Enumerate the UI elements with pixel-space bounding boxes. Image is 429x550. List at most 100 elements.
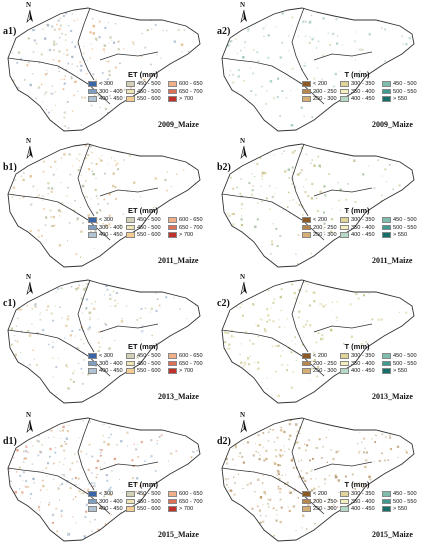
legend-item: 600 - 650 xyxy=(168,81,208,87)
legend-item: > 700 xyxy=(168,96,208,102)
legend-label: 250 - 300 xyxy=(313,506,337,512)
legend-item: 600 - 650 xyxy=(168,353,208,359)
legend-item: < 300 xyxy=(88,217,126,223)
panel-label: c1) xyxy=(3,298,16,309)
subbasin-boundary xyxy=(221,57,273,67)
subbasin-boundary xyxy=(291,417,373,491)
legend-label: 450 - 500 xyxy=(137,217,161,223)
legend-swatch xyxy=(88,96,97,102)
legend-item: 550 - 600 xyxy=(126,368,168,374)
legend-item: 550 - 600 xyxy=(126,96,168,102)
legend-label: 550 - 600 xyxy=(137,368,161,374)
north-label: N xyxy=(240,137,246,145)
legend-item: > 550 xyxy=(382,506,422,512)
legend-label: 650 - 700 xyxy=(179,224,203,231)
legend-swatch xyxy=(168,368,177,374)
legend-label: 400 - 450 xyxy=(99,96,123,102)
legend-title: ET (mm) xyxy=(128,480,158,489)
legend-item: 300 - 350 xyxy=(340,81,382,87)
legend-label: 300 - 400 xyxy=(99,360,123,367)
legend-swatch xyxy=(382,498,391,505)
legend-label: 200 - 250 xyxy=(313,498,337,505)
basin-outline xyxy=(7,143,201,268)
legend-item: > 700 xyxy=(168,506,208,512)
panel-caption: 2011_Maize xyxy=(158,256,199,265)
legend-items: < 300 450 - 500 600 - 650 300 - 400 450 - 50… xyxy=(88,81,210,102)
north-arrow-icon: N xyxy=(24,273,36,298)
legend-items: < 300 450 - 500 600 - 650 300 - 400 450 - 50… xyxy=(88,217,210,238)
legend-swatch xyxy=(168,81,177,87)
legend-swatch xyxy=(340,232,349,238)
map-legend: T (mm) < 200 300 - 350 450 - 500 200 - 250 3… xyxy=(302,206,424,238)
legend-label: 450 - 500 xyxy=(137,224,161,231)
map-panel-c1: N c1) ET (mm) < 300 450 - 500 600 - 650 300… xyxy=(0,272,210,406)
legend-swatch xyxy=(88,506,97,512)
legend-item: 450 - 500 xyxy=(126,81,168,87)
legend-swatch xyxy=(302,498,311,505)
legend-item: 550 - 600 xyxy=(126,506,168,512)
legend-swatch xyxy=(302,368,311,374)
legend-item: > 550 xyxy=(382,96,422,102)
legend-label: > 550 xyxy=(393,232,408,238)
subbasin-boundary xyxy=(221,467,273,477)
legend-label: < 200 xyxy=(313,217,328,223)
legend-label: > 700 xyxy=(179,368,194,374)
basin-outline xyxy=(7,417,201,542)
legend-swatch xyxy=(382,224,391,231)
legend-item: 350 - 400 xyxy=(340,361,382,367)
legend-swatch xyxy=(382,217,391,223)
legend-swatch xyxy=(126,506,135,512)
legend-item: 450 - 500 xyxy=(126,499,168,505)
legend-label: < 200 xyxy=(313,353,328,359)
legend-item: 450 - 500 xyxy=(126,225,168,231)
legend-item: 200 - 250 xyxy=(302,361,340,367)
north-label: N xyxy=(26,273,32,281)
legend-label: 300 - 400 xyxy=(99,88,123,95)
subbasin-boundary xyxy=(271,337,325,377)
legend-swatch xyxy=(340,498,349,505)
legend-item: < 300 xyxy=(88,353,126,359)
legend-label: 600 - 650 xyxy=(179,491,203,497)
legend-swatch xyxy=(382,506,391,512)
subbasin-boundary xyxy=(77,417,159,491)
legend-item: 400 - 450 xyxy=(340,96,382,102)
panel-caption: 2011_Maize xyxy=(372,256,413,265)
panel-caption: 2013_Maize xyxy=(158,392,199,401)
legend-item: 650 - 700 xyxy=(168,499,208,505)
legend-swatch xyxy=(126,491,135,497)
legend-swatch xyxy=(168,491,177,497)
legend-swatch xyxy=(302,353,311,359)
region-map xyxy=(221,143,415,268)
legend-item: 400 - 450 xyxy=(340,232,382,238)
legend-swatch xyxy=(340,360,349,367)
legend-swatch xyxy=(88,360,97,367)
region-map xyxy=(7,279,201,404)
north-label: N xyxy=(26,411,32,419)
subbasin-boundary xyxy=(77,7,159,81)
legend-item: 500 - 550 xyxy=(382,225,422,231)
legend-item: 400 - 450 xyxy=(88,96,126,102)
legend-label: 450 - 500 xyxy=(137,353,161,359)
panel-label: b1) xyxy=(3,162,17,173)
legend-swatch xyxy=(126,96,135,102)
legend-item: 500 - 550 xyxy=(382,361,422,367)
map-legend: ET (mm) < 300 450 - 500 600 - 650 300 - 400… xyxy=(88,206,210,238)
panel-caption: 2009_Maize xyxy=(158,120,199,129)
subbasin-boundary xyxy=(7,57,59,67)
legend-swatch xyxy=(340,506,349,512)
legend-label: 550 - 600 xyxy=(137,506,161,512)
legend-swatch xyxy=(168,232,177,238)
legend-item: 300 - 350 xyxy=(340,491,382,497)
legend-item: 300 - 400 xyxy=(88,89,126,95)
map-panel-a2: N a2) T (mm) < 200 300 - 350 450 - 500 200 … xyxy=(214,0,424,134)
legend-item: 300 - 400 xyxy=(88,361,126,367)
legend-label: 550 - 600 xyxy=(137,96,161,102)
legend-label: > 550 xyxy=(393,368,408,374)
subbasin-boundary xyxy=(271,201,325,241)
basin-outline xyxy=(221,7,415,132)
legend-swatch xyxy=(340,224,349,231)
north-label: N xyxy=(26,137,32,145)
legend-swatch xyxy=(88,498,97,505)
subbasin-boundary xyxy=(7,193,59,203)
legend-label: 600 - 650 xyxy=(179,81,203,87)
